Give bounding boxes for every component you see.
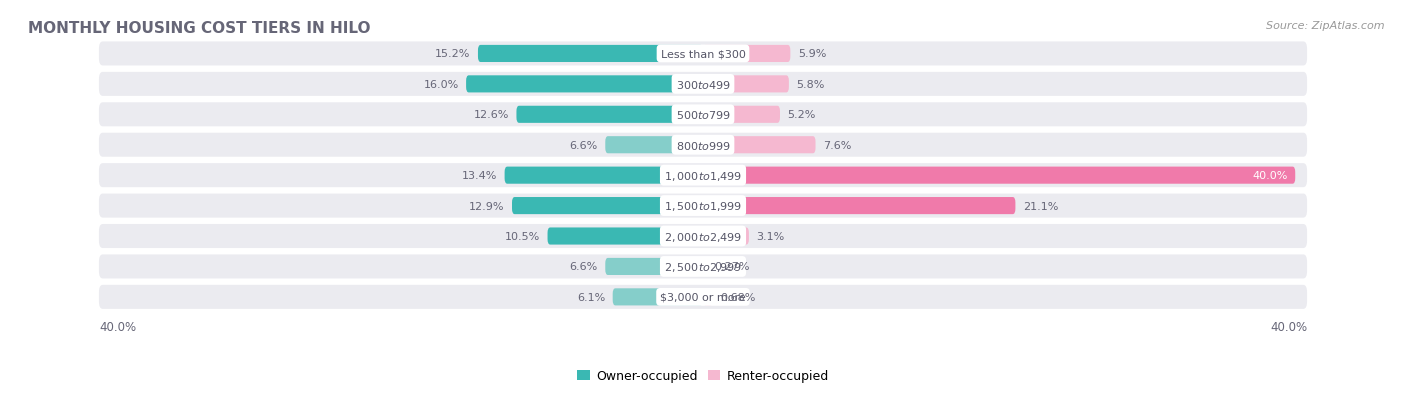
Text: 13.4%: 13.4%	[461, 171, 498, 181]
FancyBboxPatch shape	[605, 258, 703, 275]
FancyBboxPatch shape	[478, 46, 703, 63]
FancyBboxPatch shape	[703, 107, 780, 123]
FancyBboxPatch shape	[703, 258, 707, 275]
Text: 21.1%: 21.1%	[1022, 201, 1059, 211]
Text: $500 to $799: $500 to $799	[675, 109, 731, 121]
Text: 10.5%: 10.5%	[505, 231, 540, 242]
Text: 6.6%: 6.6%	[569, 262, 598, 272]
FancyBboxPatch shape	[98, 103, 1308, 127]
Text: 5.2%: 5.2%	[787, 110, 815, 120]
Text: Less than $300: Less than $300	[661, 49, 745, 59]
Text: 40.0%: 40.0%	[1270, 320, 1308, 333]
FancyBboxPatch shape	[98, 224, 1308, 249]
Text: 5.9%: 5.9%	[797, 49, 827, 59]
Text: $2,000 to $2,499: $2,000 to $2,499	[664, 230, 742, 243]
Text: 40.0%: 40.0%	[98, 320, 136, 333]
Text: 6.1%: 6.1%	[576, 292, 605, 302]
Text: $3,000 or more: $3,000 or more	[661, 292, 745, 302]
Text: $1,000 to $1,499: $1,000 to $1,499	[664, 169, 742, 182]
FancyBboxPatch shape	[547, 228, 703, 245]
Legend: Owner-occupied, Renter-occupied: Owner-occupied, Renter-occupied	[578, 369, 828, 382]
Text: 12.6%: 12.6%	[474, 110, 509, 120]
Text: 5.8%: 5.8%	[796, 80, 825, 90]
Text: 0.68%: 0.68%	[720, 292, 756, 302]
Text: 3.1%: 3.1%	[756, 231, 785, 242]
FancyBboxPatch shape	[98, 73, 1308, 97]
Text: 0.27%: 0.27%	[714, 262, 749, 272]
FancyBboxPatch shape	[613, 289, 703, 306]
Text: $300 to $499: $300 to $499	[675, 79, 731, 91]
Text: 40.0%: 40.0%	[1253, 171, 1288, 181]
Text: $2,500 to $2,999: $2,500 to $2,999	[664, 260, 742, 273]
FancyBboxPatch shape	[605, 137, 703, 154]
FancyBboxPatch shape	[98, 164, 1308, 188]
FancyBboxPatch shape	[98, 255, 1308, 279]
Text: Source: ZipAtlas.com: Source: ZipAtlas.com	[1267, 21, 1385, 31]
FancyBboxPatch shape	[703, 289, 713, 306]
Text: 12.9%: 12.9%	[470, 201, 505, 211]
FancyBboxPatch shape	[703, 137, 815, 154]
FancyBboxPatch shape	[703, 197, 1015, 215]
FancyBboxPatch shape	[703, 167, 1295, 184]
FancyBboxPatch shape	[703, 76, 789, 93]
FancyBboxPatch shape	[98, 133, 1308, 157]
FancyBboxPatch shape	[98, 194, 1308, 218]
FancyBboxPatch shape	[467, 76, 703, 93]
Text: 6.6%: 6.6%	[569, 140, 598, 150]
FancyBboxPatch shape	[512, 197, 703, 215]
Text: $800 to $999: $800 to $999	[675, 140, 731, 151]
Text: $1,500 to $1,999: $1,500 to $1,999	[664, 199, 742, 213]
FancyBboxPatch shape	[98, 42, 1308, 66]
FancyBboxPatch shape	[505, 167, 703, 184]
Text: 16.0%: 16.0%	[423, 80, 458, 90]
Text: 7.6%: 7.6%	[823, 140, 851, 150]
FancyBboxPatch shape	[98, 285, 1308, 309]
Text: 15.2%: 15.2%	[436, 49, 471, 59]
Text: MONTHLY HOUSING COST TIERS IN HILO: MONTHLY HOUSING COST TIERS IN HILO	[28, 21, 371, 36]
FancyBboxPatch shape	[703, 228, 749, 245]
FancyBboxPatch shape	[516, 107, 703, 123]
FancyBboxPatch shape	[703, 46, 790, 63]
